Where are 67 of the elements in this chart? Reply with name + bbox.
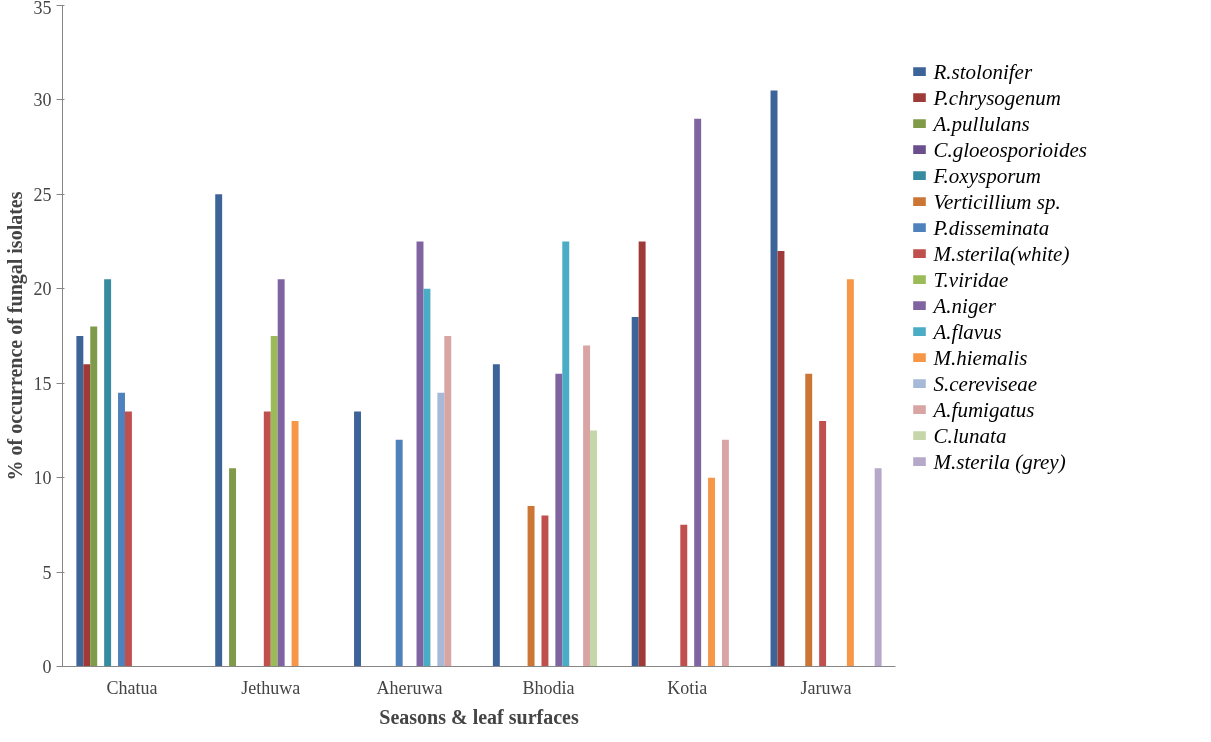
bar	[124, 411, 132, 667]
legend-label: M.sterila(white)	[932, 241, 1070, 266]
bar	[819, 420, 827, 667]
x-axis-title: Seasons & leaf surfaces	[379, 705, 579, 728]
bar	[541, 515, 549, 667]
bar	[590, 430, 598, 667]
bar	[118, 392, 125, 667]
y-tick-label: 0	[42, 657, 52, 677]
bar	[277, 279, 285, 667]
bar	[437, 392, 445, 667]
legend-label: A.niger	[931, 293, 997, 318]
bar	[354, 411, 361, 667]
bar	[104, 279, 112, 667]
x-tick-label: Bhodia	[522, 677, 575, 698]
bar	[721, 439, 729, 667]
legend-label: A.flavus	[931, 319, 1002, 344]
bar	[90, 326, 98, 667]
bar	[270, 336, 278, 667]
legend-label: R.stolonifer	[932, 59, 1033, 84]
bar	[229, 468, 237, 667]
legend-label: T.viridae	[933, 267, 1009, 292]
legend-label: C.gloeosporioides	[933, 137, 1087, 162]
bar	[638, 241, 646, 667]
legend-label: P.chrysogenum	[932, 85, 1061, 110]
legend-label: A.pullulans	[931, 111, 1030, 136]
legend-label: S.cereviseae	[933, 371, 1038, 396]
bar	[215, 194, 223, 667]
bar	[805, 373, 813, 667]
x-tick-label: Jethuwa	[241, 677, 301, 698]
y-tick-label: 35	[33, 0, 52, 18]
y-tick-label: 15	[33, 373, 52, 394]
bar	[444, 336, 452, 667]
legend-label: C.lunata	[933, 423, 1007, 448]
bar	[395, 439, 403, 667]
legend-label: M.hiemalis	[932, 345, 1028, 370]
bar	[631, 317, 639, 667]
bar	[527, 505, 535, 667]
y-tick-label: 10	[33, 468, 52, 489]
bar	[708, 477, 716, 667]
bar	[680, 524, 688, 667]
bar	[874, 468, 882, 667]
legend-label: A.fumigatus	[931, 397, 1035, 422]
bar	[76, 336, 84, 667]
y-tick-label: 30	[33, 90, 52, 111]
bar	[83, 364, 91, 667]
bar	[777, 251, 785, 667]
y-tick-label: 5	[42, 562, 52, 583]
x-tick-label: Kotia	[667, 677, 708, 698]
x-tick-label: Chatua	[106, 677, 158, 698]
bar	[562, 241, 570, 667]
bar	[583, 345, 591, 667]
y-tick-label: 25	[33, 184, 52, 205]
y-axis-title: % of occurrence of fungal isolates	[3, 191, 27, 481]
bar	[846, 279, 854, 667]
x-tick-label: Aheruwa	[376, 677, 443, 698]
bar	[291, 420, 299, 667]
legend-label: F.oxysporum	[932, 163, 1042, 188]
bar	[492, 364, 500, 667]
y-tick-label: 20	[33, 279, 52, 300]
legend-label: Verticillium sp.	[933, 189, 1061, 214]
bar	[423, 288, 431, 667]
legend-label: P.disseminata	[932, 215, 1050, 240]
bar	[263, 411, 271, 667]
legend-label: M.sterila (grey)	[932, 449, 1066, 474]
x-tick-label: Jaruwa	[800, 677, 852, 698]
bar	[555, 373, 563, 667]
bar	[694, 118, 702, 667]
